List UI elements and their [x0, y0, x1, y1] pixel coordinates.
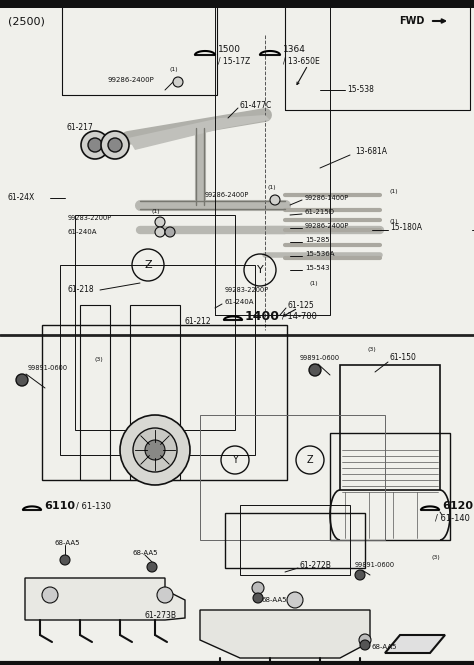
Text: 68-AA5: 68-AA5	[372, 644, 398, 650]
Circle shape	[287, 592, 303, 608]
Bar	[200, 415, 385, 540]
Text: 15-536A: 15-536A	[305, 251, 335, 257]
Text: 99286-1400P: 99286-1400P	[305, 195, 349, 201]
Text: / 61-140: / 61-140	[435, 513, 470, 523]
Circle shape	[173, 77, 183, 87]
Text: Y: Y	[232, 455, 238, 465]
Text: 99891-0600: 99891-0600	[28, 365, 68, 371]
Text: 61-273B: 61-273B	[145, 610, 177, 620]
Text: 61-240A: 61-240A	[68, 229, 98, 235]
Text: 1400: 1400	[245, 309, 280, 323]
Text: 99283-2200P: 99283-2200P	[68, 215, 112, 221]
Text: 6120: 6120	[442, 501, 473, 511]
Polygon shape	[385, 635, 445, 653]
Text: (1): (1)	[310, 281, 319, 285]
Text: 15-285: 15-285	[305, 237, 329, 243]
Text: (1): (1)	[152, 209, 161, 215]
Bar	[215, 0, 330, 315]
Bar	[330, 433, 450, 540]
Circle shape	[155, 227, 165, 237]
Bar	[62, 0, 217, 95]
Circle shape	[81, 131, 109, 159]
Text: 68-AA5: 68-AA5	[262, 597, 288, 603]
Text: / 61-130: / 61-130	[76, 501, 111, 511]
Text: 61-272B: 61-272B	[300, 561, 332, 569]
Text: 61-477C: 61-477C	[240, 100, 272, 110]
Text: (1): (1)	[390, 219, 399, 225]
Circle shape	[355, 570, 365, 580]
Text: (3): (3)	[95, 358, 104, 362]
Circle shape	[88, 138, 102, 152]
Circle shape	[270, 195, 280, 205]
Bar	[130, 305, 180, 480]
Text: Z: Z	[307, 455, 313, 465]
Bar	[80, 305, 110, 480]
Circle shape	[253, 593, 263, 603]
Text: FWD: FWD	[399, 16, 425, 26]
Circle shape	[165, 227, 175, 237]
Text: 1500: 1500	[218, 45, 241, 55]
Circle shape	[60, 555, 70, 565]
Bar	[75, 215, 235, 430]
Text: 61-217: 61-217	[67, 124, 94, 132]
Text: 13-681A: 13-681A	[355, 148, 387, 156]
Circle shape	[147, 562, 157, 572]
Bar	[42, 325, 287, 480]
Text: (1): (1)	[390, 190, 399, 194]
Text: 99286-2400P: 99286-2400P	[108, 77, 155, 83]
Bar	[60, 265, 255, 455]
Text: 99891-0600: 99891-0600	[300, 355, 340, 361]
Text: 61-212: 61-212	[185, 317, 211, 327]
Text: 15-180A: 15-180A	[390, 223, 422, 233]
Text: 61-125: 61-125	[288, 301, 315, 309]
Circle shape	[155, 217, 165, 227]
Circle shape	[359, 634, 371, 646]
Bar	[0, 0, 474, 8]
Bar	[240, 505, 350, 575]
Text: 61-218: 61-218	[68, 285, 95, 295]
Text: (1): (1)	[170, 68, 179, 72]
Polygon shape	[25, 578, 185, 620]
Circle shape	[101, 131, 129, 159]
Text: / 13-650E: / 13-650E	[283, 57, 320, 65]
Text: (3): (3)	[432, 555, 441, 561]
Text: Y: Y	[256, 265, 264, 275]
Bar	[340, 365, 440, 490]
Text: 61-215D: 61-215D	[305, 209, 335, 215]
Text: 99283-2200P: 99283-2200P	[225, 287, 269, 293]
Circle shape	[16, 374, 28, 386]
Text: 99286-2400P: 99286-2400P	[205, 192, 249, 198]
Circle shape	[133, 428, 177, 472]
Circle shape	[360, 640, 370, 650]
Polygon shape	[200, 610, 370, 658]
Circle shape	[42, 587, 58, 603]
Text: 99891-0600: 99891-0600	[355, 562, 395, 568]
Text: 68-AA5: 68-AA5	[133, 550, 158, 556]
Circle shape	[108, 138, 122, 152]
Text: 15-538: 15-538	[347, 86, 374, 94]
Circle shape	[120, 415, 190, 485]
Text: (1): (1)	[268, 186, 277, 190]
Text: 61-150: 61-150	[390, 354, 417, 362]
Text: 68-AA5: 68-AA5	[55, 540, 81, 546]
Circle shape	[252, 582, 264, 594]
Text: (2500): (2500)	[8, 17, 45, 27]
Text: / 14-700: / 14-700	[282, 311, 317, 321]
Text: 61-240A: 61-240A	[225, 299, 255, 305]
Text: / 15-17Z: / 15-17Z	[218, 57, 250, 65]
Text: (3): (3)	[368, 348, 377, 352]
Text: 1364: 1364	[283, 45, 306, 55]
Circle shape	[309, 364, 321, 376]
Text: 61-24X: 61-24X	[8, 194, 35, 203]
Polygon shape	[128, 115, 270, 150]
Text: 99286-2400P: 99286-2400P	[305, 223, 349, 229]
Text: 15-543: 15-543	[305, 265, 329, 271]
Circle shape	[145, 440, 165, 460]
Circle shape	[157, 587, 173, 603]
Text: 6110: 6110	[44, 501, 75, 511]
Bar	[225, 513, 365, 568]
Bar	[285, 0, 470, 110]
Text: Z: Z	[144, 260, 152, 270]
